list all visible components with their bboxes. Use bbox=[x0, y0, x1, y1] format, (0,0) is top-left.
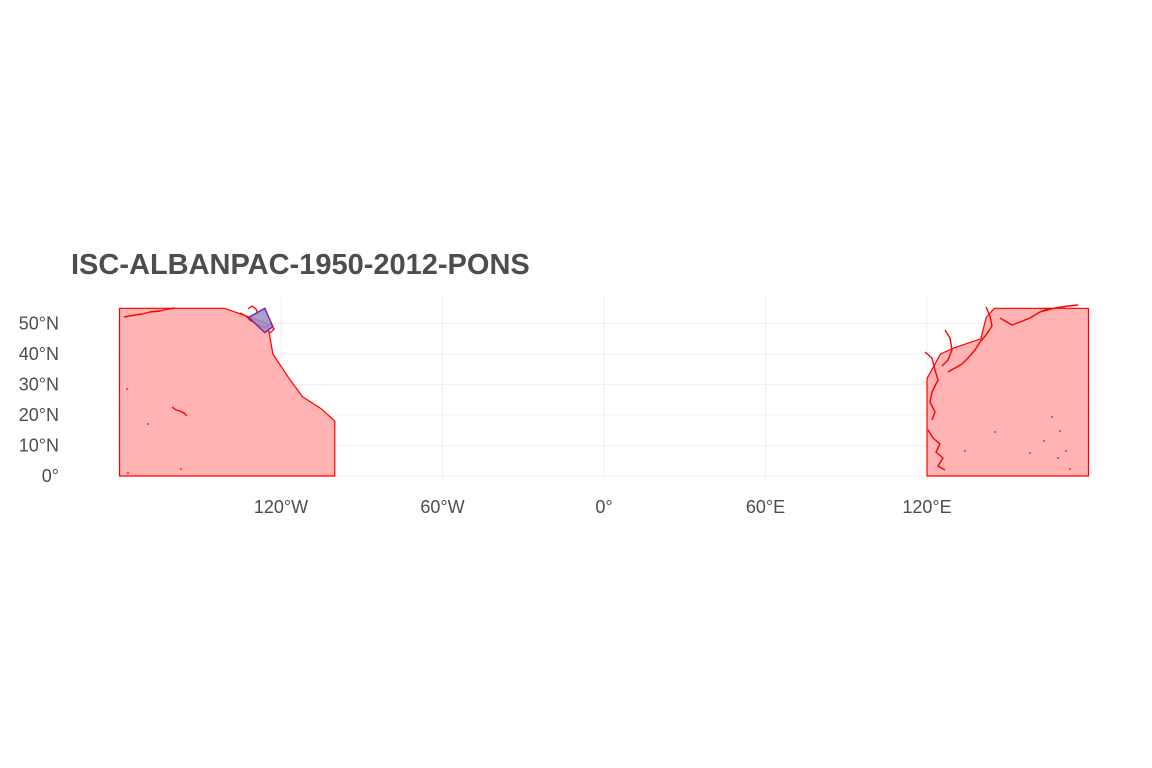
x-tick-label: 0° bbox=[595, 497, 612, 517]
x-axis-ticks: 120°W 60°W 0° 60°E 120°E bbox=[254, 497, 952, 517]
map-title: ISC-ALBANPAC-1950-2012-PONS bbox=[71, 249, 530, 281]
coast-kamchatka bbox=[1039, 304, 1079, 313]
x-tick-label: 60°E bbox=[746, 497, 785, 517]
coast-philippines bbox=[927, 429, 946, 471]
island-dot bbox=[1057, 457, 1059, 459]
island-dot bbox=[126, 388, 128, 390]
assessment-region bbox=[247, 307, 274, 334]
coastline bbox=[123, 304, 1079, 474]
coast-alaska bbox=[123, 307, 176, 318]
coast-korea bbox=[941, 329, 953, 367]
coast-bc-islands bbox=[247, 305, 259, 315]
coast-china bbox=[924, 351, 939, 421]
island-dot bbox=[964, 450, 966, 452]
island-dot bbox=[1043, 440, 1045, 442]
island-dot bbox=[1029, 452, 1031, 454]
x-tick-label: 120°E bbox=[902, 497, 951, 517]
assessment-region-polygon bbox=[247, 307, 274, 334]
y-tick-label: 20°N bbox=[19, 405, 59, 425]
stock-area bbox=[118, 307, 1090, 477]
y-tick-label: 10°N bbox=[19, 436, 59, 456]
island-dot bbox=[180, 468, 182, 470]
island-dot bbox=[1059, 430, 1061, 432]
y-tick-label: 30°N bbox=[19, 375, 59, 395]
island-dot bbox=[1069, 468, 1071, 470]
y-tick-label: 50°N bbox=[19, 314, 59, 334]
island-dot bbox=[1051, 416, 1053, 418]
island-dot bbox=[127, 472, 129, 474]
x-tick-label: 60°W bbox=[420, 497, 464, 517]
stock-area-east-pacific bbox=[118, 307, 336, 477]
y-axis-ticks: 0° 10°N 20°N 30°N 40°N 50°N bbox=[19, 314, 59, 487]
island-dot bbox=[147, 423, 149, 425]
coast-hawaii bbox=[171, 406, 188, 417]
x-tick-label: 120°W bbox=[254, 497, 308, 517]
island-dot bbox=[994, 431, 996, 433]
y-tick-label: 40°N bbox=[19, 344, 59, 364]
y-tick-label: 0° bbox=[42, 466, 59, 486]
coast-japan bbox=[947, 306, 993, 373]
island-dot bbox=[1065, 450, 1067, 452]
stock-area-west-pacific bbox=[926, 307, 1090, 477]
